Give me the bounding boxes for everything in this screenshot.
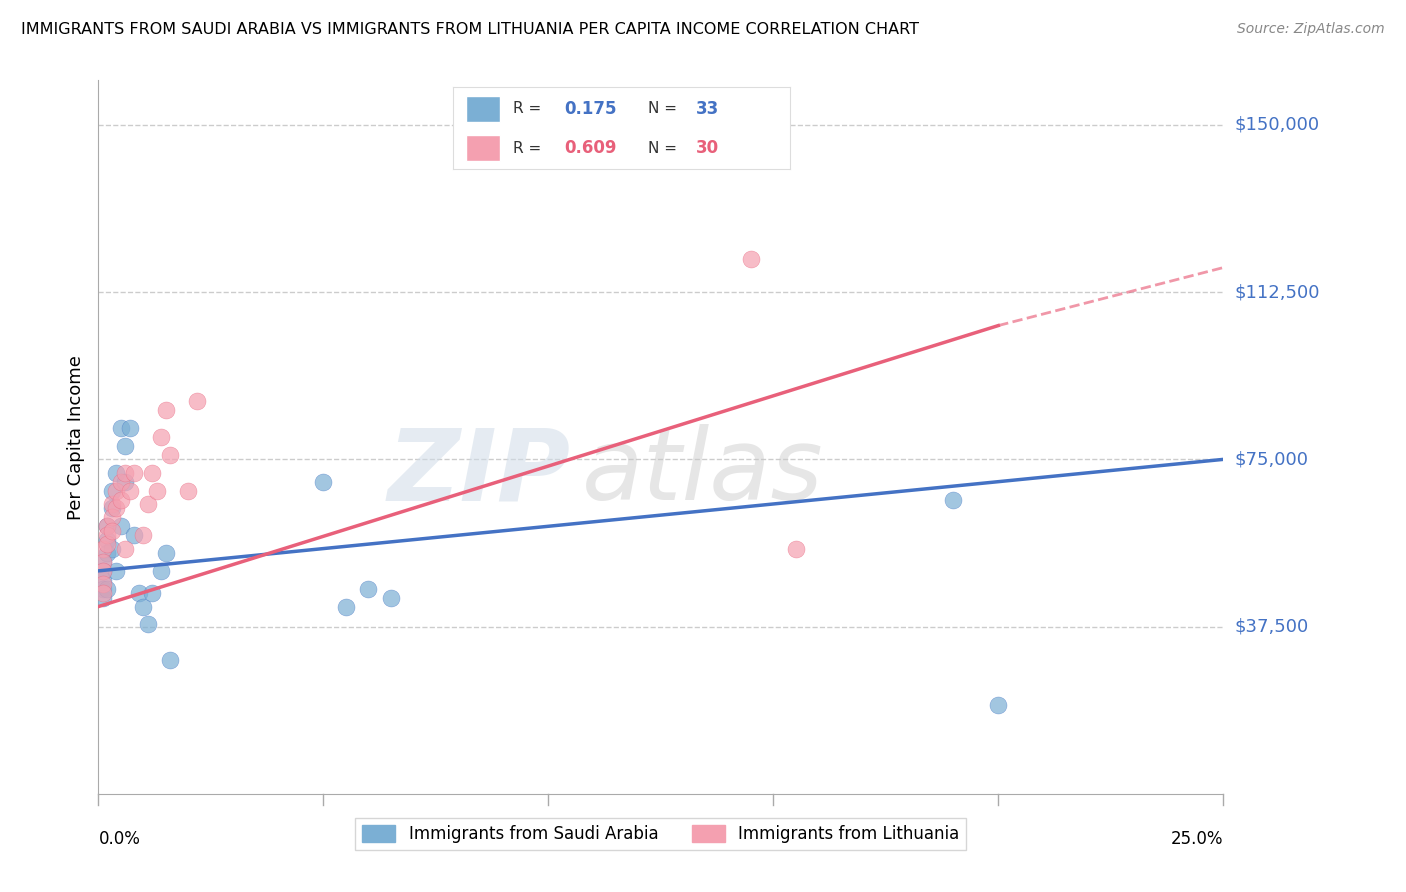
Point — [91, 564, 114, 578]
Point — [942, 492, 965, 507]
Point — [785, 541, 807, 556]
Point — [101, 524, 124, 538]
Point — [155, 546, 177, 560]
Point — [155, 403, 177, 417]
Point — [101, 501, 124, 516]
Point — [105, 564, 128, 578]
Point — [105, 483, 128, 498]
Point — [146, 483, 169, 498]
Point — [91, 555, 114, 569]
Point — [141, 466, 163, 480]
Point — [114, 466, 136, 480]
Point — [124, 528, 146, 542]
Point — [105, 466, 128, 480]
Text: 0.0%: 0.0% — [98, 830, 141, 847]
Point — [110, 475, 132, 489]
Point — [101, 497, 124, 511]
Point — [91, 591, 114, 605]
Point — [96, 519, 118, 533]
Point — [96, 546, 118, 560]
Legend: Immigrants from Saudi Arabia, Immigrants from Lithuania: Immigrants from Saudi Arabia, Immigrants… — [356, 818, 966, 850]
Point — [96, 537, 118, 551]
Point — [101, 510, 124, 524]
Text: $75,000: $75,000 — [1234, 450, 1309, 468]
Point — [312, 475, 335, 489]
Point — [110, 519, 132, 533]
Point — [159, 653, 181, 667]
Point — [91, 586, 114, 600]
Point — [128, 586, 150, 600]
Point — [150, 564, 173, 578]
Point — [357, 582, 380, 596]
Point — [136, 617, 159, 632]
Point — [91, 555, 114, 569]
Point — [96, 519, 118, 533]
Point — [114, 475, 136, 489]
Text: $112,500: $112,500 — [1234, 283, 1320, 301]
Point — [124, 466, 146, 480]
Point — [91, 541, 114, 556]
Text: Source: ZipAtlas.com: Source: ZipAtlas.com — [1237, 22, 1385, 37]
Point — [110, 421, 132, 435]
Point — [136, 497, 159, 511]
Point — [114, 541, 136, 556]
Point — [96, 582, 118, 596]
Point — [186, 394, 208, 409]
Text: IMMIGRANTS FROM SAUDI ARABIA VS IMMIGRANTS FROM LITHUANIA PER CAPITA INCOME CORR: IMMIGRANTS FROM SAUDI ARABIA VS IMMIGRAN… — [21, 22, 920, 37]
Text: atlas: atlas — [582, 425, 824, 521]
Y-axis label: Per Capita Income: Per Capita Income — [66, 355, 84, 519]
Point — [91, 564, 114, 578]
Point — [177, 483, 200, 498]
Point — [335, 599, 357, 614]
Point — [118, 421, 141, 435]
Point — [987, 698, 1010, 712]
Point — [132, 599, 155, 614]
Point — [132, 528, 155, 542]
Point — [740, 252, 762, 266]
Point — [110, 492, 132, 507]
Point — [118, 483, 141, 498]
Point — [114, 439, 136, 453]
Point — [141, 586, 163, 600]
Point — [91, 582, 114, 596]
Text: ZIP: ZIP — [388, 425, 571, 521]
Point — [96, 528, 118, 542]
Text: $150,000: $150,000 — [1234, 116, 1319, 134]
Point — [159, 448, 181, 462]
Point — [101, 483, 124, 498]
Point — [105, 501, 128, 516]
Point — [96, 533, 118, 547]
Point — [380, 591, 402, 605]
Text: 25.0%: 25.0% — [1171, 830, 1223, 847]
Point — [101, 541, 124, 556]
Text: $37,500: $37,500 — [1234, 617, 1309, 636]
Point — [91, 577, 114, 591]
Point — [91, 573, 114, 587]
Point — [150, 430, 173, 444]
